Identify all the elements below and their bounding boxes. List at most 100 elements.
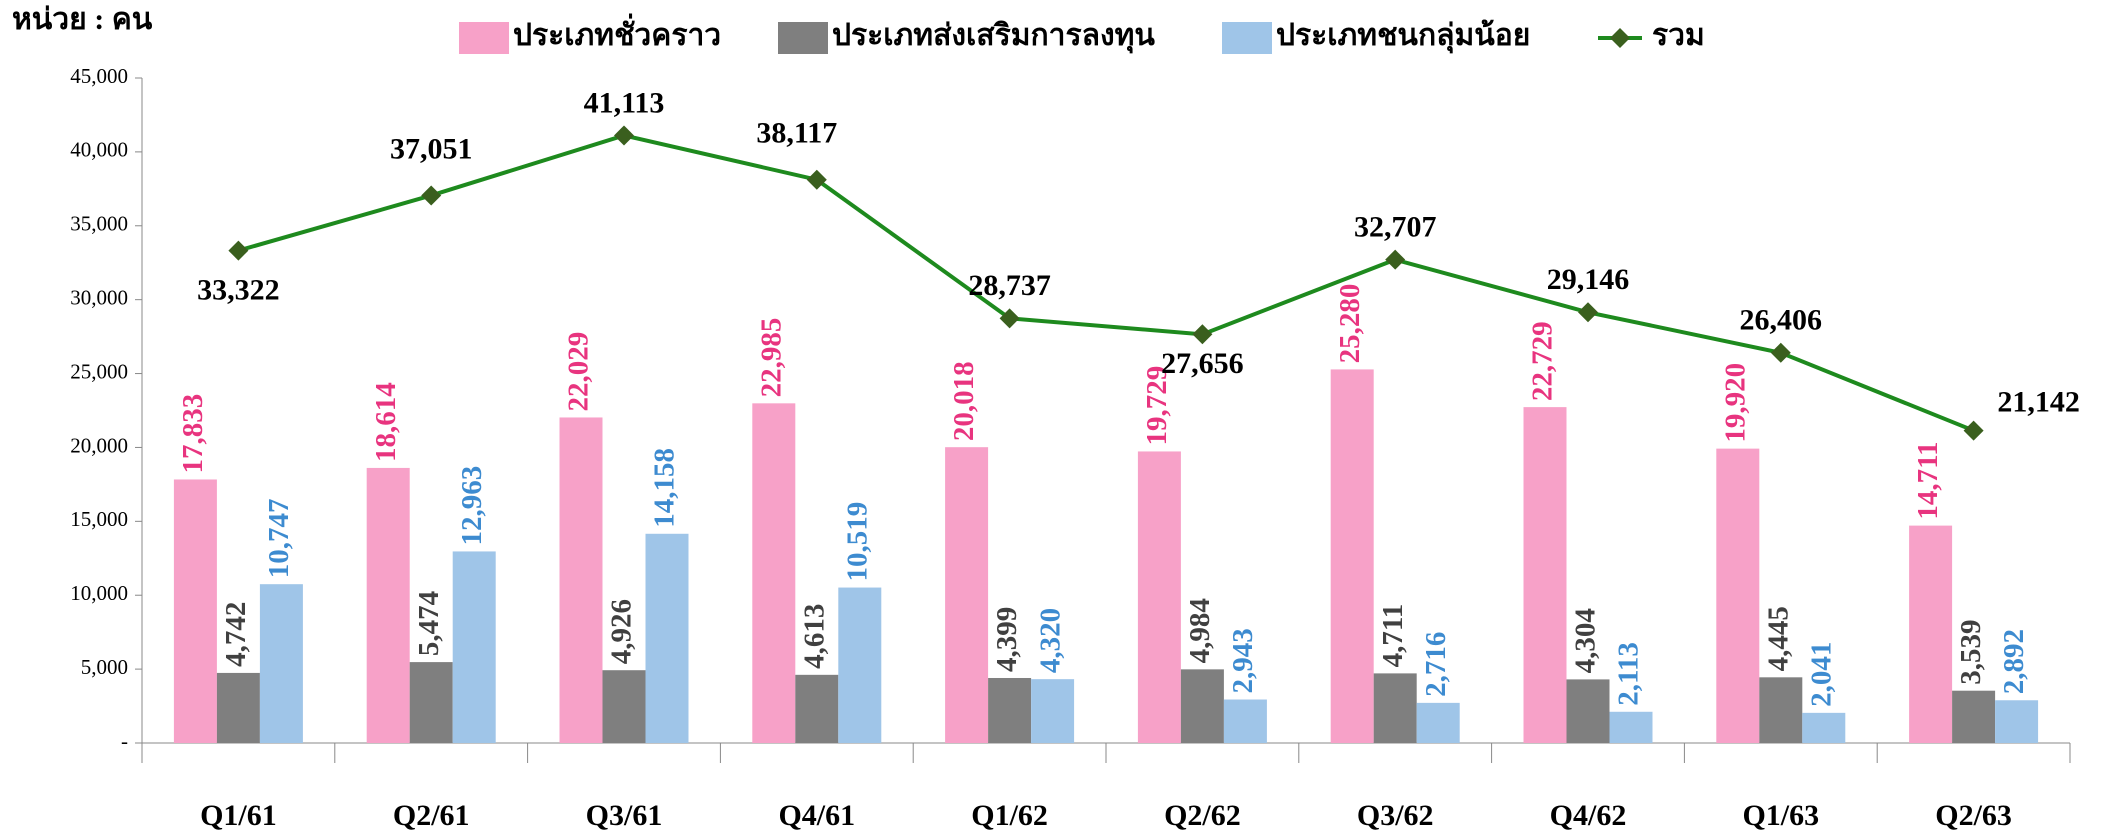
bar [945, 447, 989, 743]
line-marker [1192, 324, 1213, 345]
x-tick-label: Q4/61 [778, 799, 855, 832]
line-value-label: 29,146 [1547, 263, 1630, 296]
legend-swatch [778, 22, 828, 54]
line-marker [1578, 302, 1598, 323]
y-tick-label: - [121, 729, 128, 753]
line-marker [1770, 342, 1791, 363]
bar [1566, 679, 1610, 743]
bar [988, 677, 1032, 743]
bar-value-label: 17,833 [177, 394, 209, 474]
bar-value-label: 4,399 [991, 607, 1023, 672]
bar [1373, 673, 1417, 743]
bar [1180, 669, 1224, 743]
legend-swatch [1222, 22, 1272, 54]
line-marker [806, 169, 827, 190]
legend-marker [1610, 28, 1630, 48]
bar [795, 674, 839, 743]
bar [1909, 525, 1953, 743]
line-value-label: 26,406 [1740, 304, 1823, 337]
line-value-label: 41,113 [584, 86, 665, 119]
bar [1523, 407, 1567, 743]
bar [216, 672, 260, 743]
bar [259, 584, 303, 743]
bar-value-label: 22,029 [563, 332, 595, 412]
line-value-label: 38,117 [756, 117, 837, 150]
x-tick-label: Q2/62 [1164, 799, 1241, 832]
y-tick-label: 5,000 [81, 655, 128, 679]
bar-value-label: 14,711 [1912, 441, 1944, 519]
bar-value-label: 20,018 [948, 361, 980, 441]
bar [1137, 451, 1181, 743]
bar [1802, 712, 1846, 743]
y-tick-label: 10,000 [70, 581, 128, 605]
bar-value-label: 4,984 [1184, 598, 1216, 663]
legend-label: ประเภทชั่วคราว [513, 13, 721, 52]
x-tick-label: Q1/61 [200, 799, 277, 832]
bar [1330, 369, 1374, 743]
y-tick-label: 30,000 [70, 285, 128, 309]
line-marker [228, 240, 249, 261]
bar [559, 417, 603, 743]
bar-value-label: 4,445 [1762, 606, 1794, 671]
bar [173, 479, 217, 743]
line-value-label: 28,737 [968, 269, 1051, 302]
line-value-label: 33,322 [197, 273, 280, 306]
bar [366, 467, 410, 743]
bar-value-label: 10,519 [841, 502, 873, 582]
x-tick-label: Q2/63 [1935, 799, 2012, 832]
line-value-label: 37,051 [390, 132, 473, 165]
bar [752, 403, 796, 743]
bar-value-label: 10,747 [263, 498, 295, 578]
x-tick-label: Q1/62 [971, 799, 1048, 832]
line-marker [421, 185, 442, 206]
line-marker [999, 308, 1020, 329]
bar-value-label: 4,304 [1570, 608, 1602, 673]
x-tick-label: Q4/62 [1550, 799, 1627, 832]
bar-value-label: 2,041 [1805, 642, 1837, 707]
bar-value-label: 18,614 [370, 382, 402, 462]
legend-label: ประเภทชนกลุ่มน้อย [1276, 19, 1530, 54]
line-marker [1385, 249, 1406, 270]
bar [1223, 699, 1267, 743]
line-value-label: 21,142 [1997, 385, 2080, 418]
bar [1031, 679, 1075, 743]
x-tick-label: Q3/61 [586, 799, 663, 832]
bar [1716, 448, 1760, 743]
bar-value-label: 5,474 [413, 591, 445, 656]
bar [1952, 690, 1996, 743]
y-tick-label: 35,000 [70, 212, 128, 236]
bar [452, 551, 496, 743]
line [237, 133, 1975, 433]
y-tick-label: 15,000 [70, 507, 128, 531]
y-tick-label: 25,000 [70, 359, 128, 383]
bar-value-label: 2,716 [1420, 632, 1452, 697]
bar-value-label: 2,892 [1998, 629, 2030, 694]
bar-value-label: 19,920 [1719, 363, 1751, 443]
y-tick-label: 20,000 [70, 433, 128, 457]
legend-label: รวม [1652, 19, 1705, 52]
legend-swatch [459, 22, 509, 54]
bar [645, 533, 689, 743]
bar [1609, 711, 1653, 743]
bar-value-label: 3,539 [1955, 619, 1987, 684]
bar-value-label: 2,943 [1227, 628, 1259, 693]
bar-value-label: 2,113 [1613, 642, 1645, 706]
bar [409, 662, 453, 743]
y-tick-label: 40,000 [70, 138, 128, 162]
bar-value-label: 4,926 [606, 599, 638, 664]
x-tick-label: Q1/63 [1742, 799, 1819, 832]
bar [1759, 677, 1803, 743]
bar-value-label: 22,985 [755, 318, 787, 398]
line-marker [614, 125, 634, 146]
bar-value-label: 4,742 [220, 602, 252, 667]
bar [838, 587, 882, 743]
bar-value-label: 12,963 [456, 466, 488, 546]
bar-value-label: 25,280 [1334, 284, 1366, 364]
legend-label: ประเภทส่งเสริมการลงทุน [832, 19, 1155, 54]
bar [1995, 700, 2039, 743]
x-tick-label: Q3/62 [1357, 799, 1434, 832]
bar [1416, 702, 1460, 743]
bar-value-label: 4,320 [1034, 608, 1066, 673]
bar-value-label: 4,613 [798, 604, 830, 669]
bar-value-label: 4,711 [1377, 604, 1409, 668]
